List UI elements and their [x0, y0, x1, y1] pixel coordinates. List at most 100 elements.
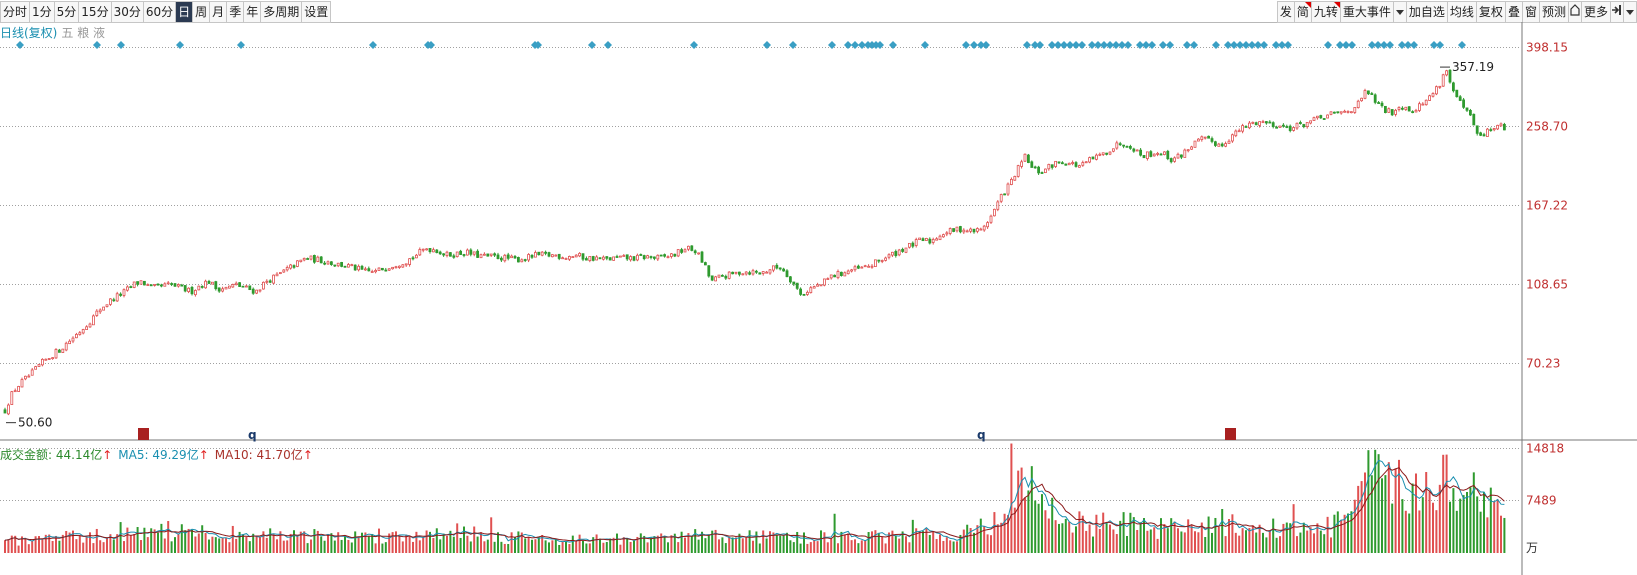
signal-diamond-icon[interactable]: [117, 41, 125, 49]
signal-diamond-icon[interactable]: [1023, 41, 1031, 49]
tool-button[interactable]: 均线: [1446, 1, 1476, 23]
tool-button[interactable]: 更多: [1580, 1, 1610, 23]
tool-button[interactable]: 发: [1276, 1, 1294, 23]
signal-diamond-icon[interactable]: [588, 41, 596, 49]
tool-button[interactable]: 叠: [1504, 1, 1522, 23]
period-button[interactable]: 月: [209, 1, 227, 23]
signal-diamond-icon[interactable]: [93, 41, 101, 49]
signal-diamond-icon[interactable]: [604, 41, 612, 49]
tool-button[interactable]: 预测: [1538, 1, 1568, 23]
tool-button[interactable]: 九转: [1310, 1, 1340, 23]
signal-diamond-icon[interactable]: [1230, 41, 1238, 49]
signal-diamond-icon[interactable]: [1260, 41, 1268, 49]
signal-diamond-icon[interactable]: [876, 41, 884, 49]
signal-diamond-icon[interactable]: [1436, 41, 1444, 49]
signal-diamond-icon[interactable]: [1380, 41, 1388, 49]
signal-diamond-icon[interactable]: [1374, 41, 1382, 49]
jump-to-end-icon[interactable]: [1610, 1, 1623, 23]
signal-diamond-icon[interactable]: [921, 41, 929, 49]
tool-button[interactable]: 加自选: [1405, 1, 1447, 23]
signal-diamond-icon[interactable]: [1248, 41, 1256, 49]
signal-diamond-icon[interactable]: [1224, 41, 1232, 49]
signal-diamond-icon[interactable]: [1404, 41, 1412, 49]
signal-diamond-icon[interactable]: [982, 41, 990, 49]
tool-button[interactable]: 复权: [1475, 1, 1505, 23]
signal-diamond-icon[interactable]: [763, 41, 771, 49]
signal-diamond-icon[interactable]: [427, 41, 435, 49]
signal-diamond-icon[interactable]: [237, 41, 245, 49]
period-button[interactable]: 30分: [110, 1, 143, 23]
signal-diamond-icon[interactable]: [369, 41, 377, 49]
house-icon[interactable]: [1567, 1, 1581, 23]
signal-diamond-icon[interactable]: [1324, 41, 1332, 49]
period-button[interactable]: 60分: [142, 1, 176, 23]
signal-diamond-icon[interactable]: [1398, 41, 1406, 49]
period-button[interactable]: 1分: [29, 1, 54, 23]
signal-diamond-icon[interactable]: [1054, 41, 1062, 49]
signal-diamond-icon[interactable]: [1048, 41, 1056, 49]
event-badge-icon[interactable]: [138, 428, 149, 440]
signal-diamond-icon[interactable]: [977, 41, 985, 49]
period-button[interactable]: 5分: [53, 1, 79, 23]
signal-diamond-icon[interactable]: [534, 41, 542, 49]
signal-diamond-icon[interactable]: [1036, 41, 1044, 49]
signal-diamond-icon[interactable]: [1124, 41, 1132, 49]
signal-diamond-icon[interactable]: [1410, 41, 1418, 49]
signal-diamond-icon[interactable]: [1100, 41, 1108, 49]
signal-diamond-icon[interactable]: [789, 41, 797, 49]
signal-diamond-icon[interactable]: [1142, 41, 1150, 49]
tool-button[interactable]: 重大事件: [1339, 1, 1393, 23]
signal-diamond-icon[interactable]: [1242, 41, 1250, 49]
signal-diamond-icon[interactable]: [1031, 41, 1039, 49]
period-button[interactable]: 日: [175, 1, 193, 23]
signal-diamond-icon[interactable]: [1136, 41, 1144, 49]
signal-diamond-icon[interactable]: [1284, 41, 1292, 49]
signal-diamond-icon[interactable]: [16, 41, 24, 49]
signal-diamond-icon[interactable]: [1066, 41, 1074, 49]
signal-diamond-icon[interactable]: [1072, 41, 1080, 49]
chevron-down-icon[interactable]: [1623, 1, 1637, 23]
period-button[interactable]: 分时: [0, 1, 30, 23]
period-button[interactable]: 周: [192, 1, 210, 23]
signal-diamond-icon[interactable]: [1112, 41, 1120, 49]
signal-diamond-icon[interactable]: [1368, 41, 1376, 49]
signal-diamond-icon[interactable]: [1078, 41, 1086, 49]
tool-button[interactable]: 窗: [1521, 1, 1539, 23]
signal-diamond-icon[interactable]: [844, 41, 852, 49]
kline-chart[interactable]: 398.15 258.70 167.22 108.65 70.23 14818 7489 万 5…: [0, 22, 1637, 575]
signal-diamond-icon[interactable]: [1118, 41, 1126, 49]
signal-diamond-icon[interactable]: [176, 41, 184, 49]
signal-diamond-icon[interactable]: [1212, 41, 1220, 49]
signal-diamond-icon[interactable]: [1278, 41, 1286, 49]
signal-diamond-icon[interactable]: [1254, 41, 1262, 49]
signal-diamond-icon[interactable]: [1342, 41, 1350, 49]
signal-diamond-icon[interactable]: [1060, 41, 1068, 49]
period-button[interactable]: 15分: [78, 1, 111, 23]
signal-diamond-icon[interactable]: [1088, 41, 1096, 49]
event-letter-icon[interactable]: q: [248, 428, 257, 442]
event-badge-icon[interactable]: [1225, 428, 1236, 440]
period-button[interactable]: 年: [243, 1, 261, 23]
period-button[interactable]: 季: [226, 1, 244, 23]
signal-diamond-icon[interactable]: [1190, 41, 1198, 49]
signal-diamond-icon[interactable]: [1458, 41, 1466, 49]
signal-diamond-icon[interactable]: [1094, 41, 1102, 49]
signal-diamond-icon[interactable]: [1236, 41, 1244, 49]
signal-diamond-icon[interactable]: [851, 41, 859, 49]
signal-diamond-icon[interactable]: [889, 41, 897, 49]
signal-diamond-icon[interactable]: [1336, 41, 1344, 49]
signal-diamond-icon[interactable]: [1386, 41, 1394, 49]
signal-diamond-icon[interactable]: [1183, 41, 1191, 49]
signal-diamond-icon[interactable]: [962, 41, 970, 49]
signal-diamond-icon[interactable]: [1272, 41, 1280, 49]
signal-diamond-icon[interactable]: [828, 41, 836, 49]
signal-diamond-icon[interactable]: [1348, 41, 1356, 49]
period-button[interactable]: 设置: [301, 1, 332, 23]
signal-diamond-icon[interactable]: [1148, 41, 1156, 49]
event-letter-icon[interactable]: q: [977, 428, 986, 442]
signal-diamond-icon[interactable]: [1106, 41, 1114, 49]
tool-button[interactable]: 简: [1293, 1, 1311, 23]
signal-diamond-icon[interactable]: [970, 41, 978, 49]
signal-diamond-icon[interactable]: [1166, 41, 1174, 49]
signal-diamond-icon[interactable]: [1430, 41, 1438, 49]
